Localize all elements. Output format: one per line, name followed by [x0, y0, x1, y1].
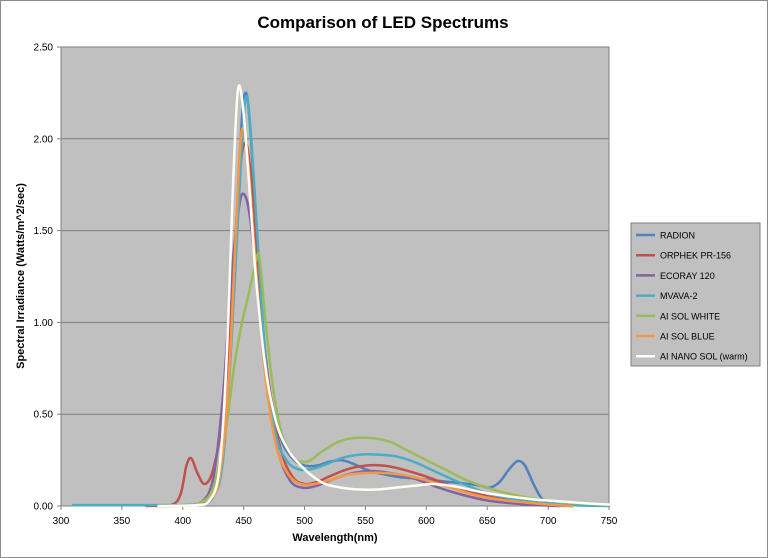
grid-lines	[61, 46, 609, 415]
x-tick-label: 650	[479, 516, 496, 527]
series-line-ecoray-120	[157, 192, 562, 508]
y-tick-label: 0.00	[34, 502, 54, 513]
x-tick-label: 350	[114, 516, 131, 527]
y-tick-label: 1.00	[34, 318, 54, 329]
legend-label-orphek-pr-156: ORPHEK PR-156	[660, 251, 731, 261]
x-tick-label: 600	[418, 516, 435, 527]
series-lines	[71, 84, 611, 508]
y-tick-label: 0.50	[34, 410, 54, 421]
legend-label-ai-nano-sol-warm: AI NANO SOL (warm)	[660, 352, 748, 362]
x-tick-label: 450	[235, 516, 252, 527]
x-tick-label: 300	[53, 516, 70, 527]
x-tick-label: 400	[174, 516, 191, 527]
legend-label-mvava-2: MVAVA-2	[660, 291, 698, 301]
y-tick-label: 2.00	[34, 134, 54, 145]
series-line-ai-sol-white	[157, 251, 611, 508]
legend-label-ai-sol-white: AI SOL WHITE	[660, 311, 720, 321]
x-axis-ticks: 300 350 400 450 500 550 600 650 700 750	[53, 506, 618, 527]
series-line-ai-sol-blue	[157, 127, 574, 508]
legend-label-radion: RADION	[660, 231, 695, 241]
legend-label-ecoray-120: ECORAY 120	[660, 271, 715, 281]
legend-label-ai-sol-blue: AI SOL BLUE	[660, 332, 715, 342]
x-axis-title: Wavelength(nm)	[292, 532, 377, 544]
chart-title: Comparison of LED Spectrums	[257, 13, 508, 32]
legend: RADION ORPHEK PR-156 ECORAY 120 MVAVA-2 AI S…	[630, 222, 761, 367]
x-tick-label: 550	[357, 516, 374, 527]
y-tick-label: 2.50	[34, 43, 54, 54]
x-tick-label: 750	[601, 516, 618, 527]
x-tick-label: 700	[540, 516, 557, 527]
y-tick-label: 1.50	[34, 226, 54, 237]
y-axis-title: Spectral Irradiance (Watts/m^2/sec)	[15, 183, 27, 369]
x-tick-label: 500	[296, 516, 313, 527]
y-axis-ticks: 0.00 0.50 1.00 1.50 2.00 2.50	[34, 43, 61, 513]
plot-area	[60, 46, 610, 507]
series-line-ai-nano-sol-warm	[157, 84, 611, 508]
